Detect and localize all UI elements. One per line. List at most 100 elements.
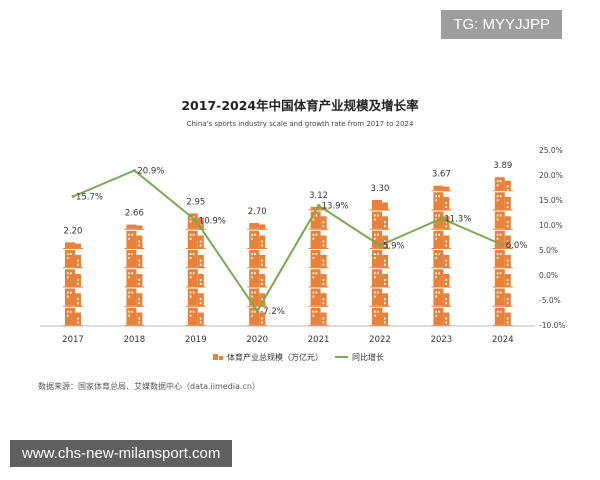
building-icon	[370, 211, 390, 230]
legend-bar-icon	[213, 354, 223, 360]
building-icon	[124, 307, 145, 326]
bar-value-label: 2.70	[248, 207, 267, 217]
bar-2022: 3.30	[370, 184, 390, 326]
building-icon	[370, 288, 390, 307]
legend-line-label: 同比增长	[352, 352, 384, 362]
line-value-label: -7.2%	[260, 307, 285, 317]
building-icon	[492, 177, 513, 192]
line-value-label: 6.0%	[506, 241, 528, 251]
x-tick-label: 2021	[308, 335, 330, 345]
bar-value-label: 3.89	[493, 161, 512, 171]
building-icon	[124, 224, 145, 230]
bar-2024: 3.89	[492, 161, 513, 326]
bar-2020: 2.70	[247, 207, 268, 326]
building-icon	[247, 288, 268, 307]
building-icon	[247, 230, 268, 249]
line-point	[255, 309, 259, 313]
data-source: 数据来源：国家体育总局、艾媒数据中心（data.iimedia.cn）	[38, 382, 260, 391]
line-point	[439, 217, 443, 220]
line-point	[501, 243, 505, 247]
line-value-label: 13.9%	[322, 202, 349, 212]
building-icon	[124, 250, 145, 269]
building-icon	[370, 307, 390, 326]
bar-value-label: 2.20	[64, 226, 83, 236]
building-icon	[124, 288, 145, 307]
building-icon	[124, 269, 145, 288]
bar-2019: 2.95	[185, 197, 206, 326]
chart-title: 2017-2024年中国体育产业规模及增长率	[181, 98, 419, 113]
building-icon	[431, 288, 452, 307]
building-icon	[492, 211, 513, 230]
bar-2018: 2.66	[124, 209, 145, 326]
building-icon	[308, 250, 329, 269]
x-tick-label: 2017	[62, 335, 84, 345]
building-icon	[185, 269, 206, 288]
x-tick-label: 2024	[492, 335, 514, 345]
line-point	[378, 244, 382, 247]
y-right-tick-label: 10.0%	[539, 221, 563, 230]
building-icon	[63, 307, 83, 326]
bar-value-label: 3.12	[309, 191, 328, 201]
legend-bar-label: 体育产业总规模（万亿元）	[227, 352, 323, 362]
legend: 体育产业总规模（万亿元） 同比增长	[213, 352, 384, 362]
building-icon	[431, 185, 452, 192]
building-icon	[492, 250, 513, 269]
x-tick-label: 2019	[185, 335, 207, 345]
building-icon	[124, 230, 145, 249]
building-icon	[185, 288, 206, 307]
building-icon	[492, 192, 513, 211]
line-point	[132, 169, 136, 172]
building-icon	[431, 230, 452, 249]
building-icon	[63, 242, 83, 249]
y-right-tick-label: -10.0%	[539, 321, 566, 330]
bar-value-label: 3.30	[371, 184, 390, 194]
line-point	[194, 219, 198, 222]
building-icon	[63, 288, 83, 307]
building-icon	[185, 307, 206, 326]
building-icon	[431, 269, 452, 288]
bar-value-label: 2.66	[125, 209, 144, 219]
building-icon	[247, 223, 268, 230]
x-tick-label: 2022	[369, 335, 391, 345]
bar-value-label: 3.67	[432, 170, 451, 180]
bar-2023: 3.67	[431, 170, 452, 326]
line-value-label: 5.9%	[383, 242, 405, 252]
x-tick-label: 2023	[431, 335, 453, 345]
line-point	[71, 195, 75, 198]
building-icon	[431, 250, 452, 269]
y-right-tick-label: 15.0%	[539, 196, 563, 205]
bar-2017: 2.20	[63, 226, 83, 326]
building-icon	[431, 307, 452, 326]
building-icon	[431, 192, 452, 211]
building-icon	[492, 230, 513, 249]
building-icon	[370, 250, 390, 269]
y-right-tick-label: 0.0%	[539, 271, 558, 280]
x-tick-label: 2020	[246, 335, 268, 345]
building-icon	[185, 250, 206, 269]
y-right-tick-label: 25.0%	[539, 146, 563, 155]
building-icon	[308, 211, 329, 230]
building-icon	[63, 250, 83, 269]
building-icon	[492, 269, 513, 288]
building-icon	[308, 269, 329, 288]
line-value-label: 10.9%	[199, 217, 226, 227]
building-icon	[370, 199, 390, 211]
bar-2021: 3.12	[308, 191, 329, 326]
line-value-label: 11.3%	[444, 215, 471, 225]
building-icon	[308, 307, 329, 326]
watermark-bottom: www.chs-new-milansport.com	[10, 440, 233, 467]
building-icon	[492, 288, 513, 307]
building-icon	[63, 269, 83, 288]
y-right-tick-label: 20.0%	[539, 171, 563, 180]
line-point	[317, 204, 321, 207]
growth-line	[72, 169, 504, 313]
x-tick-label: 2018	[124, 335, 146, 345]
building-icon	[308, 288, 329, 307]
building-icon	[492, 307, 513, 326]
building-icon	[247, 269, 268, 288]
building-icon	[370, 269, 390, 288]
chart-subtitle: China's sports industry scale and growth…	[187, 120, 414, 128]
line-value-label: 15.7%	[76, 193, 103, 203]
bar-value-label: 2.95	[186, 197, 205, 207]
